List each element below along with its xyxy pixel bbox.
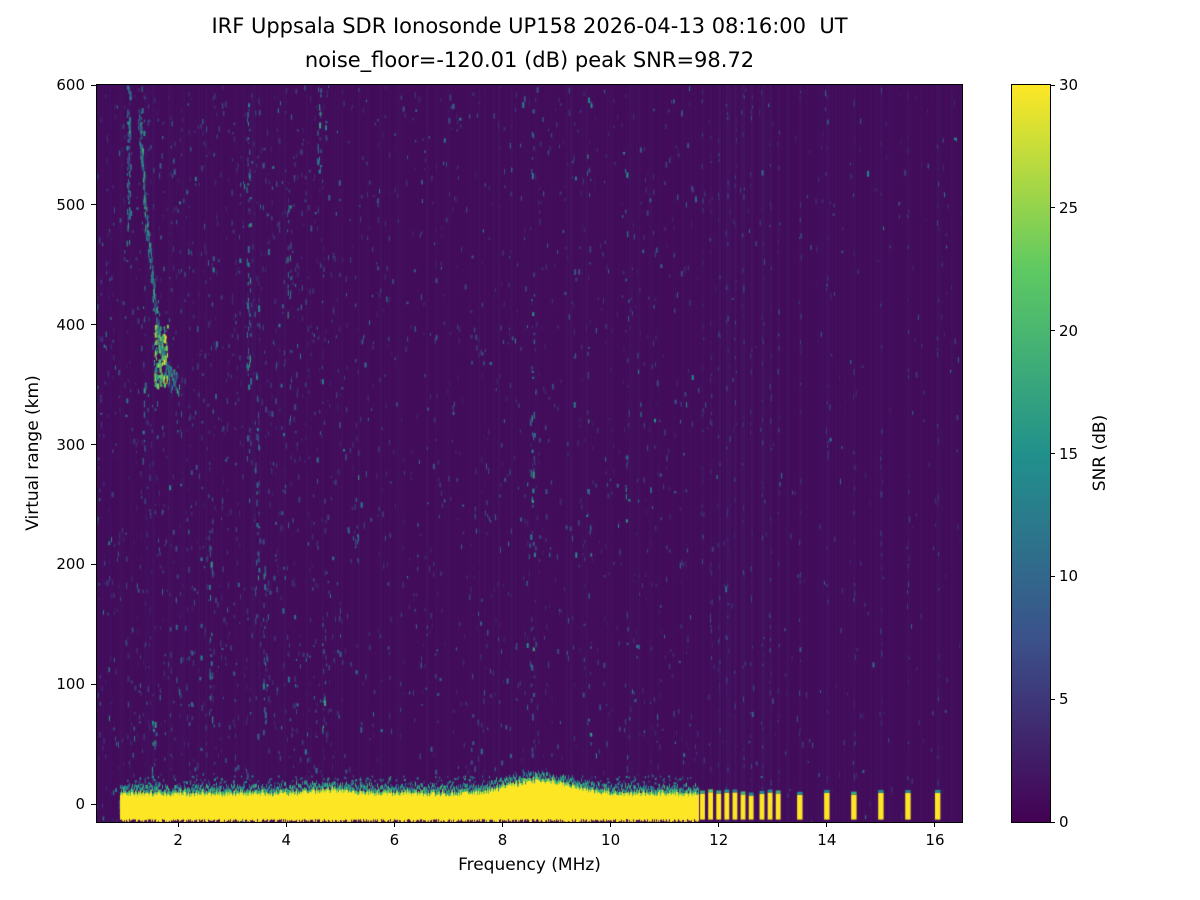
y-tick-mark — [91, 324, 97, 326]
colorbar-tick-label: 5 — [1059, 690, 1069, 709]
ionogram-heatmap-canvas — [97, 85, 962, 822]
chart-subtitle: noise_floor=-120.01 (dB) peak SNR=98.72 — [304, 48, 755, 72]
x-tick-mark — [501, 822, 503, 827]
x-tick-mark — [610, 822, 612, 827]
colorbar-tick-label: 25 — [1059, 198, 1079, 217]
x-tick-mark — [934, 822, 936, 827]
x-tick-label: 4 — [281, 831, 291, 849]
colorbar-tick-mark — [1050, 575, 1055, 577]
y-tick-label: 0 — [75, 795, 85, 814]
y-tick-mark — [91, 444, 97, 445]
x-tick-label: 12 — [709, 831, 729, 849]
x-tick-label: 10 — [601, 831, 621, 849]
x-tick-mark — [826, 822, 828, 827]
x-tick-mark — [285, 822, 287, 827]
x-tick-mark — [718, 822, 720, 827]
colorbar-gradient-canvas — [1012, 85, 1050, 822]
x-tick-mark — [393, 822, 395, 827]
y-tick-label: 300 — [56, 435, 85, 454]
y-tick-mark — [91, 683, 97, 685]
x-tick-label: 8 — [497, 831, 508, 849]
colorbar-label: SNR (dB) — [1090, 414, 1110, 492]
y-tick-mark — [91, 84, 97, 86]
x-tick-label: 6 — [389, 831, 400, 849]
colorbar-tick-mark — [1050, 84, 1055, 86]
y-tick-label: 200 — [56, 555, 85, 574]
colorbar-tick-label: 15 — [1059, 444, 1079, 463]
colorbar-tick-mark — [1050, 698, 1055, 700]
y-tick-label: 400 — [56, 315, 85, 334]
colorbar-tick-mark — [1050, 821, 1055, 823]
colorbar-tick-mark — [1050, 453, 1055, 454]
y-tick-label: 600 — [56, 76, 85, 94]
x-tick-label: 14 — [817, 831, 837, 849]
x-tick-label: 16 — [925, 831, 945, 849]
colorbar-tick-mark — [1050, 330, 1055, 332]
x-tick-label: 2 — [173, 831, 183, 849]
y-tick-mark — [91, 204, 97, 206]
colorbar-tick-label: 30 — [1059, 76, 1079, 94]
y-tick-mark — [91, 803, 97, 805]
y-tick-label: 100 — [56, 675, 85, 694]
y-tick-mark — [91, 563, 97, 565]
y-tick-label: 500 — [56, 195, 85, 214]
heatmap-plot-area — [96, 84, 963, 823]
chart-title: IRF Uppsala SDR Ionosonde UP158 2026-04-… — [211, 14, 848, 38]
x-axis-label: Frequency (MHz) — [458, 855, 601, 875]
colorbar-tick-label: 10 — [1059, 567, 1079, 586]
x-tick-mark — [177, 822, 179, 827]
colorbar-tick-mark — [1050, 207, 1055, 209]
colorbar-tick-label: 20 — [1059, 321, 1079, 340]
colorbar-tick-label: 0 — [1059, 813, 1069, 831]
colorbar — [1011, 84, 1051, 823]
